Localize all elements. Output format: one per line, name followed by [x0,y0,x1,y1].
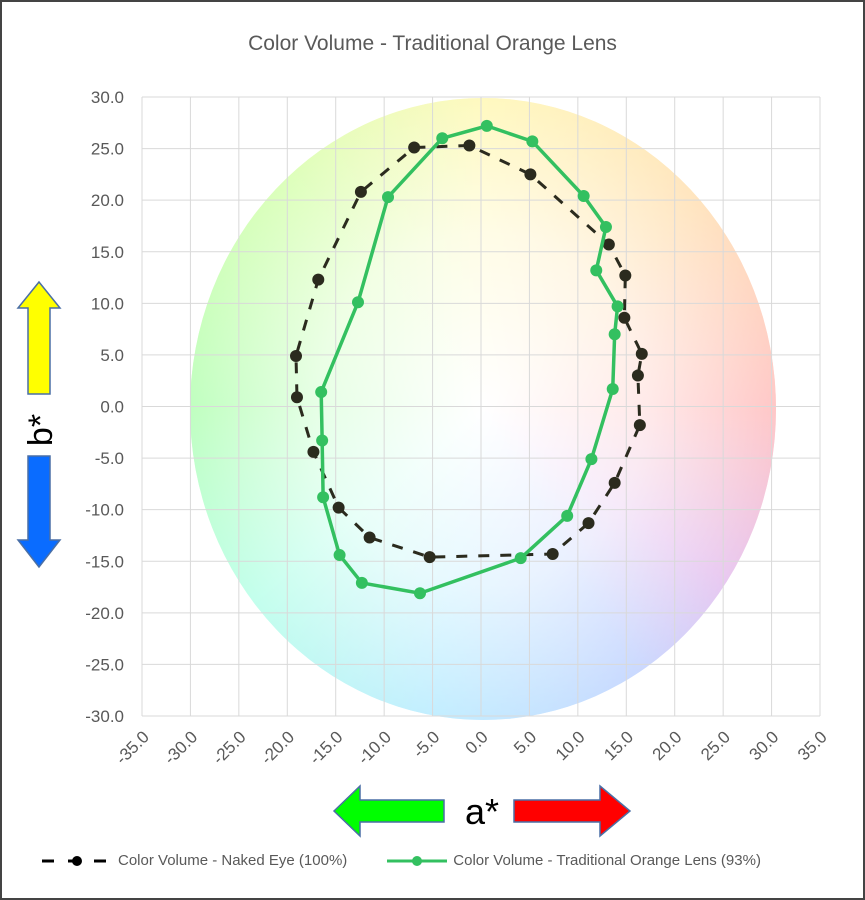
data-point [333,549,346,562]
series-line-orange-lens [319,124,620,596]
x-axis-label: a* [465,791,499,832]
data-point [608,476,621,489]
b-axis-arrows: b* [16,280,62,569]
y-tick-label: 15.0 [91,243,124,262]
x-tick-label: -10.0 [354,727,395,768]
data-point [316,434,329,447]
chart-title: Color Volume - Traditional Orange Lens [248,32,617,55]
data-point [413,587,426,600]
data-point [312,273,325,286]
data-point [590,264,603,277]
data-point [307,445,320,458]
y-tick-label: -20.0 [85,604,124,623]
data-point [606,382,619,395]
y-tick-label: 30.0 [91,88,124,107]
data-point [633,419,646,432]
data-point [423,551,436,564]
data-point [546,548,559,561]
y-tick-label: 20.0 [91,191,124,210]
x-tick-label: 0.0 [462,727,492,757]
data-point [599,220,612,233]
data-point [635,347,648,360]
x-tick-label: -35.0 [112,727,153,768]
x-tick-label: 25.0 [697,727,734,764]
data-point [480,119,493,132]
x-tick-label: 30.0 [746,727,783,764]
legend-item-naked-eye[interactable]: Color Volume - Naked Eye (100%) [42,852,347,869]
data-point [561,509,574,522]
data-point [290,349,303,362]
y-tick-label: -30.0 [85,707,124,726]
x-tick-label: -25.0 [209,727,250,768]
x-tick-label: -20.0 [257,727,298,768]
y-tick-label: 10.0 [91,294,124,313]
a-axis-arrows: a* [332,784,632,838]
data-point [290,391,303,404]
y-tick-label: 0.0 [100,398,124,417]
data-point [351,296,364,309]
x-tick-label: 20.0 [649,727,686,764]
data-point [611,300,624,313]
data-point [631,369,644,382]
y-tick-label: -5.0 [95,449,124,468]
data-point [463,139,476,152]
data-point [577,190,590,203]
data-point [618,311,631,324]
legend-swatch-solid [387,855,448,866]
red-right-arrow [513,784,632,838]
data-point [526,135,539,148]
y-tick-label: -15.0 [85,552,124,571]
data-point [382,191,395,204]
data-point [524,168,537,181]
green-left-arrow [332,784,445,838]
legend-label: Color Volume - Traditional Orange Lens (… [453,852,761,869]
data-point [332,501,345,514]
x-tick-label: -15.0 [306,727,347,768]
data-point [408,141,421,154]
legend-item-orange-lens[interactable]: Color Volume - Traditional Orange Lens (… [387,852,761,869]
data-point [602,238,615,251]
data-point [514,552,527,565]
y-tick-label: -10.0 [85,501,124,520]
x-tick-label: -5.0 [409,727,443,761]
legend-swatch-dashed [42,855,112,866]
y-tick-label: -25.0 [85,655,124,674]
y-axis-label: b* [22,414,60,446]
x-tick-label: 15.0 [600,727,637,764]
y-tick-label: 25.0 [91,140,124,159]
data-point [354,185,367,198]
legend: Color Volume - Naked Eye (100%) Color Vo… [42,852,761,869]
yellow-up-arrow [16,280,62,395]
x-tick-label: -30.0 [160,727,201,768]
data-point [363,531,376,544]
blue-down-arrow [16,455,62,569]
y-tick-label: 5.0 [100,346,124,365]
data-point [436,132,449,145]
x-tick-label: 5.0 [510,727,540,757]
data-point [585,453,598,466]
data-point [355,576,368,589]
x-tick-label: 10.0 [552,727,589,764]
x-tick-label: 35.0 [794,727,831,764]
data-point [608,328,621,341]
data-point [317,491,330,504]
data-point [582,517,595,530]
data-point [315,386,328,399]
legend-label: Color Volume - Naked Eye (100%) [118,852,348,869]
data-point [619,269,632,282]
